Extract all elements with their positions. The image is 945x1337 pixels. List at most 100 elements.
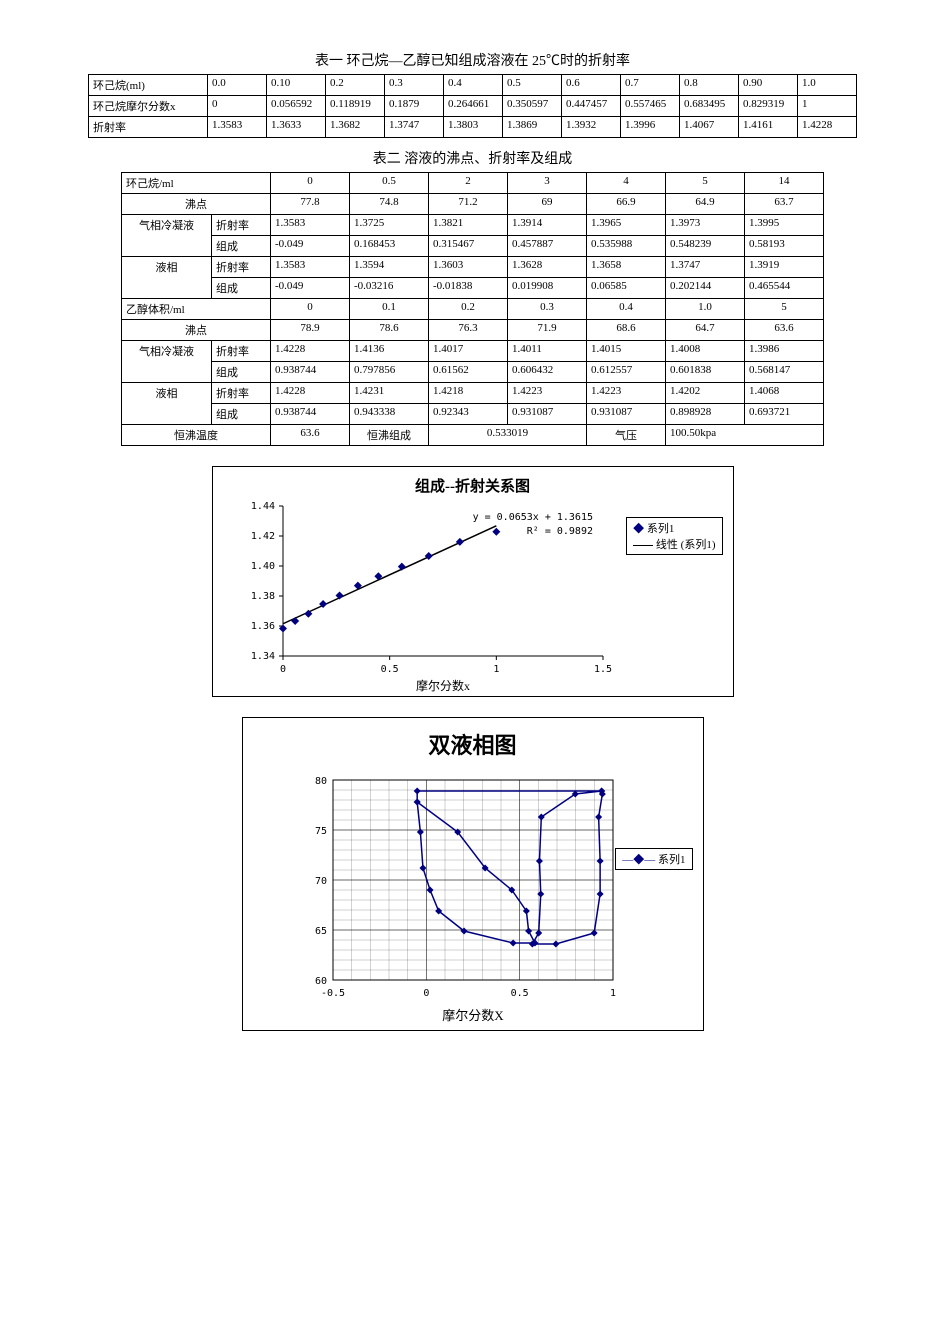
table2-cell: 沸点: [122, 320, 271, 341]
table1-cell: 1.3583: [208, 117, 267, 138]
table2-cell: 折射率: [211, 257, 270, 278]
table2-cell: 0.465544: [745, 278, 824, 299]
table1-rowlabel: 环己烷(ml): [89, 75, 208, 96]
table1-cell: 0.2: [326, 75, 385, 96]
table2: 环己烷/ml00.5234514沸点77.874.871.26966.964.9…: [121, 172, 824, 446]
table2-cell: 0.315467: [429, 236, 508, 257]
table1-cell: 0.4: [444, 75, 503, 96]
table2-cell: 63.6: [745, 320, 824, 341]
table1-cell: 1.3803: [444, 117, 503, 138]
chart2-legend-series: 系列1: [658, 854, 686, 866]
chart1-container: 组成--折射关系图 1.341.361.381.401.421.4400.511…: [212, 466, 734, 697]
table1-cell: 0.8: [680, 75, 739, 96]
svg-text:1: 1: [493, 664, 499, 675]
table1-cell: 0.829319: [739, 96, 798, 117]
table2-cell: 乙醇体积/ml: [122, 299, 271, 320]
table1-cell: 0.056592: [267, 96, 326, 117]
table1-cell: 0.3: [385, 75, 444, 96]
table2-cell: 1.4228: [271, 383, 350, 404]
table2-cell: 1.3986: [745, 341, 824, 362]
table2-cell: 68.6: [587, 320, 666, 341]
svg-text:0.5: 0.5: [510, 988, 528, 999]
table2-cell: 1.4015: [587, 341, 666, 362]
table1-cell: 0.264661: [444, 96, 503, 117]
table2-cell: 0.931087: [587, 404, 666, 425]
svg-text:0: 0: [279, 664, 285, 675]
table2-cell: 1.4011: [508, 341, 587, 362]
svg-text:75: 75: [314, 826, 326, 837]
table2-cell: 0.535988: [587, 236, 666, 257]
table2-cell: 组成: [211, 278, 270, 299]
table2-cell: 0.2: [429, 299, 508, 320]
table2-cell: 76.3: [429, 320, 508, 341]
table2-cell: 78.6: [350, 320, 429, 341]
table2-cell: 0.601838: [666, 362, 745, 383]
table2-cell: 0.938744: [271, 362, 350, 383]
table2-cell: 0.568147: [745, 362, 824, 383]
table2-cell: 液相: [122, 383, 212, 425]
table2-cell: 5: [745, 299, 824, 320]
table1-cell: 1.3633: [267, 117, 326, 138]
table2-cell: 71.9: [508, 320, 587, 341]
table1-cell: 0.683495: [680, 96, 739, 117]
table2-cell: -0.01838: [429, 278, 508, 299]
table2-cell: 1.3914: [508, 215, 587, 236]
table2-cell: 恒沸温度: [122, 425, 271, 446]
table2-cell: 0.898928: [666, 404, 745, 425]
table2-cell: 1.4068: [745, 383, 824, 404]
table2-cell: 1.3594: [350, 257, 429, 278]
table2-cell: 64.9: [666, 194, 745, 215]
table2-cell: 0.168453: [350, 236, 429, 257]
table2-cell: 3: [508, 173, 587, 194]
table1-rowlabel: 折射率: [89, 117, 208, 138]
table2-cell: 组成: [211, 362, 270, 383]
table1-cell: 0.90: [739, 75, 798, 96]
table2-cell: 63.7: [745, 194, 824, 215]
table2-cell: 0.612557: [587, 362, 666, 383]
table2-cell: 1.4136: [350, 341, 429, 362]
table2-cell: -0.049: [271, 236, 350, 257]
table2-cell: 1.3583: [271, 257, 350, 278]
table2-cell: 1.3973: [666, 215, 745, 236]
chart1-legend-trend: 线性 (系列1): [656, 539, 716, 551]
svg-text:1: 1: [609, 988, 615, 999]
svg-text:摩尔分数x: 摩尔分数x: [415, 678, 469, 693]
table1-cell: 1.3682: [326, 117, 385, 138]
svg-text:70: 70: [314, 876, 326, 887]
table2-cell: 环己烷/ml: [122, 173, 271, 194]
table2-cell: 1.3995: [745, 215, 824, 236]
table2-cell: 14: [745, 173, 824, 194]
chart1-legend-series: 系列1: [647, 523, 675, 535]
table1-cell: 1: [798, 96, 857, 117]
table2-cell: 0.938744: [271, 404, 350, 425]
table2-cell: 1.3658: [587, 257, 666, 278]
table2-cell: 0: [271, 173, 350, 194]
table2-cell: 0.1: [350, 299, 429, 320]
table2-cell: 1.3628: [508, 257, 587, 278]
table2-cell: 0: [271, 299, 350, 320]
table2-cell: 1.3821: [429, 215, 508, 236]
chart2-title: 双液相图: [243, 718, 703, 770]
table2-title: 表二 溶液的沸点、折射率及组成: [60, 148, 885, 168]
table2-cell: 气相冷凝液: [122, 215, 212, 257]
table2-cell: 折射率: [211, 341, 270, 362]
table2-cell: 折射率: [211, 383, 270, 404]
table2-cell: 0.5: [350, 173, 429, 194]
table2-cell: 0.92343: [429, 404, 508, 425]
table2-cell: 1.3603: [429, 257, 508, 278]
svg-text:80: 80: [314, 776, 326, 787]
table2-cell: 0.06585: [587, 278, 666, 299]
table2-cell: 0.548239: [666, 236, 745, 257]
table2-cell: 1.4017: [429, 341, 508, 362]
table2-cell: 1.4223: [587, 383, 666, 404]
table2-cell: 0.693721: [745, 404, 824, 425]
table2-cell: 1.3919: [745, 257, 824, 278]
table2-cell: 气相冷凝液: [122, 341, 212, 383]
table2-cell: 5: [666, 173, 745, 194]
table1-cell: 0.6: [562, 75, 621, 96]
table2-cell: 2: [429, 173, 508, 194]
table2-cell: 0.606432: [508, 362, 587, 383]
table1-cell: 0.350597: [503, 96, 562, 117]
table2-cell: 折射率: [211, 215, 270, 236]
svg-text:1.42: 1.42: [250, 531, 274, 542]
